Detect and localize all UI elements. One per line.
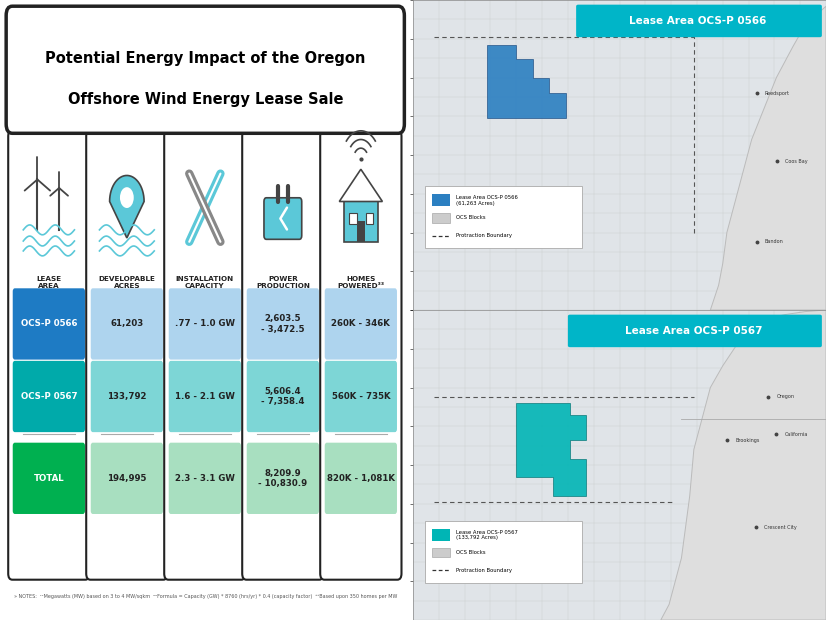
Text: Lease Area OCS-P 0567: Lease Area OCS-P 0567 — [625, 326, 762, 336]
Text: » NOTES:  ¹¹Megawatts (MW) based on 3 to 4 MW/sqkm  ²²Formula = Capacity (GW) * : » NOTES: ¹¹Megawatts (MW) based on 3 to … — [13, 594, 397, 599]
Text: TOTAL: TOTAL — [34, 474, 64, 483]
Text: OCS Blocks: OCS Blocks — [456, 215, 486, 221]
Polygon shape — [487, 45, 566, 118]
FancyBboxPatch shape — [169, 443, 241, 514]
Bar — [431, 548, 450, 557]
Text: 61,203: 61,203 — [110, 319, 144, 329]
FancyBboxPatch shape — [12, 361, 85, 432]
Text: Reedsport: Reedsport — [764, 91, 789, 95]
Bar — [431, 195, 450, 206]
Text: 5,606.4
- 7,358.4: 5,606.4 - 7,358.4 — [261, 387, 305, 406]
FancyBboxPatch shape — [12, 288, 85, 360]
FancyBboxPatch shape — [247, 361, 319, 432]
FancyBboxPatch shape — [91, 443, 163, 514]
FancyBboxPatch shape — [169, 361, 241, 432]
Text: 1.6 - 2.1 GW: 1.6 - 2.1 GW — [175, 392, 235, 401]
Bar — [349, 213, 357, 224]
Text: Lease Area OCS-P 0566: Lease Area OCS-P 0566 — [629, 16, 767, 26]
FancyBboxPatch shape — [568, 315, 822, 347]
Text: DEVELOPABLE
ACRES: DEVELOPABLE ACRES — [98, 276, 155, 289]
FancyBboxPatch shape — [247, 288, 319, 360]
FancyBboxPatch shape — [264, 198, 301, 239]
Text: Lease Area OCS-P 0566
(61,263 Acres): Lease Area OCS-P 0566 (61,263 Acres) — [456, 195, 518, 206]
Polygon shape — [710, 6, 826, 310]
Text: 194,995: 194,995 — [107, 474, 146, 483]
Polygon shape — [110, 175, 144, 238]
Bar — [366, 213, 373, 224]
Polygon shape — [516, 403, 586, 496]
FancyBboxPatch shape — [242, 130, 324, 580]
Text: .77 - 1.0 GW: .77 - 1.0 GW — [175, 319, 235, 329]
FancyBboxPatch shape — [247, 443, 319, 514]
Text: Protraction Boundary: Protraction Boundary — [456, 568, 512, 573]
FancyBboxPatch shape — [577, 5, 822, 37]
Text: Lease Area OCS-P 0567
(133,792 Acres): Lease Area OCS-P 0567 (133,792 Acres) — [456, 529, 518, 541]
FancyBboxPatch shape — [91, 361, 163, 432]
FancyBboxPatch shape — [6, 6, 405, 133]
Text: OCS-P 0566: OCS-P 0566 — [21, 319, 77, 329]
Polygon shape — [661, 310, 826, 620]
Bar — [344, 202, 378, 242]
Text: Bandon: Bandon — [764, 239, 783, 244]
Text: HOMES
POWERED³³: HOMES POWERED³³ — [337, 276, 384, 289]
Text: 2,603.5
- 3,472.5: 2,603.5 - 3,472.5 — [261, 314, 305, 334]
Text: POWER
PRODUCTION
(GWh/yr)²²: POWER PRODUCTION (GWh/yr)²² — [256, 276, 310, 297]
Bar — [425, 521, 582, 583]
Text: OCS Blocks: OCS Blocks — [456, 550, 486, 556]
FancyBboxPatch shape — [169, 288, 241, 360]
Text: OCS-P 0567: OCS-P 0567 — [21, 392, 77, 401]
Text: Florence: Florence — [785, 29, 805, 33]
FancyBboxPatch shape — [325, 361, 397, 432]
FancyBboxPatch shape — [8, 130, 89, 580]
Text: 8,209.9
- 10,830.9: 8,209.9 - 10,830.9 — [259, 469, 307, 488]
Text: PACIFIC
OCEAN: PACIFIC OCEAN — [482, 558, 509, 570]
Text: Offshore Wind Energy Lease Sale: Offshore Wind Energy Lease Sale — [68, 92, 343, 107]
Text: California: California — [785, 432, 808, 436]
Text: LEASE
AREA: LEASE AREA — [36, 276, 61, 289]
Text: 260K - 346K: 260K - 346K — [331, 319, 391, 329]
FancyBboxPatch shape — [164, 130, 245, 580]
FancyBboxPatch shape — [86, 130, 168, 580]
FancyBboxPatch shape — [12, 443, 85, 514]
Text: 2.3 - 3.1 GW: 2.3 - 3.1 GW — [175, 474, 235, 483]
Text: Protraction Boundary: Protraction Boundary — [456, 233, 512, 238]
Text: Coos Bay: Coos Bay — [785, 159, 807, 164]
Bar — [431, 213, 450, 223]
FancyBboxPatch shape — [91, 288, 163, 360]
Text: PACIFIC
OCEAN: PACIFIC OCEAN — [503, 195, 529, 208]
Text: 133,792: 133,792 — [107, 392, 146, 401]
FancyBboxPatch shape — [320, 130, 401, 580]
Text: 560K - 735K: 560K - 735K — [331, 392, 390, 401]
Text: Brookings: Brookings — [735, 438, 760, 443]
Bar — [431, 529, 450, 541]
Text: Potential Energy Impact of the Oregon: Potential Energy Impact of the Oregon — [45, 51, 365, 66]
FancyBboxPatch shape — [325, 288, 397, 360]
Circle shape — [120, 187, 134, 208]
Bar — [425, 186, 582, 248]
Text: Oregon: Oregon — [776, 394, 795, 399]
Polygon shape — [339, 169, 382, 202]
FancyBboxPatch shape — [325, 443, 397, 514]
Bar — [357, 221, 365, 242]
Text: 820K - 1,081K: 820K - 1,081K — [327, 474, 395, 483]
Text: INSTALLATION
CAPACITY
(GW)¹¹: INSTALLATION CAPACITY (GW)¹¹ — [176, 276, 234, 297]
Text: Crescent City: Crescent City — [764, 525, 797, 529]
